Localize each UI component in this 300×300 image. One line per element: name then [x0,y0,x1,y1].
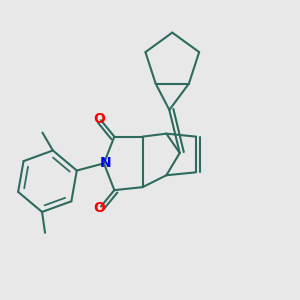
Text: N: N [100,156,111,170]
Text: O: O [94,201,105,215]
Text: O: O [94,112,105,126]
